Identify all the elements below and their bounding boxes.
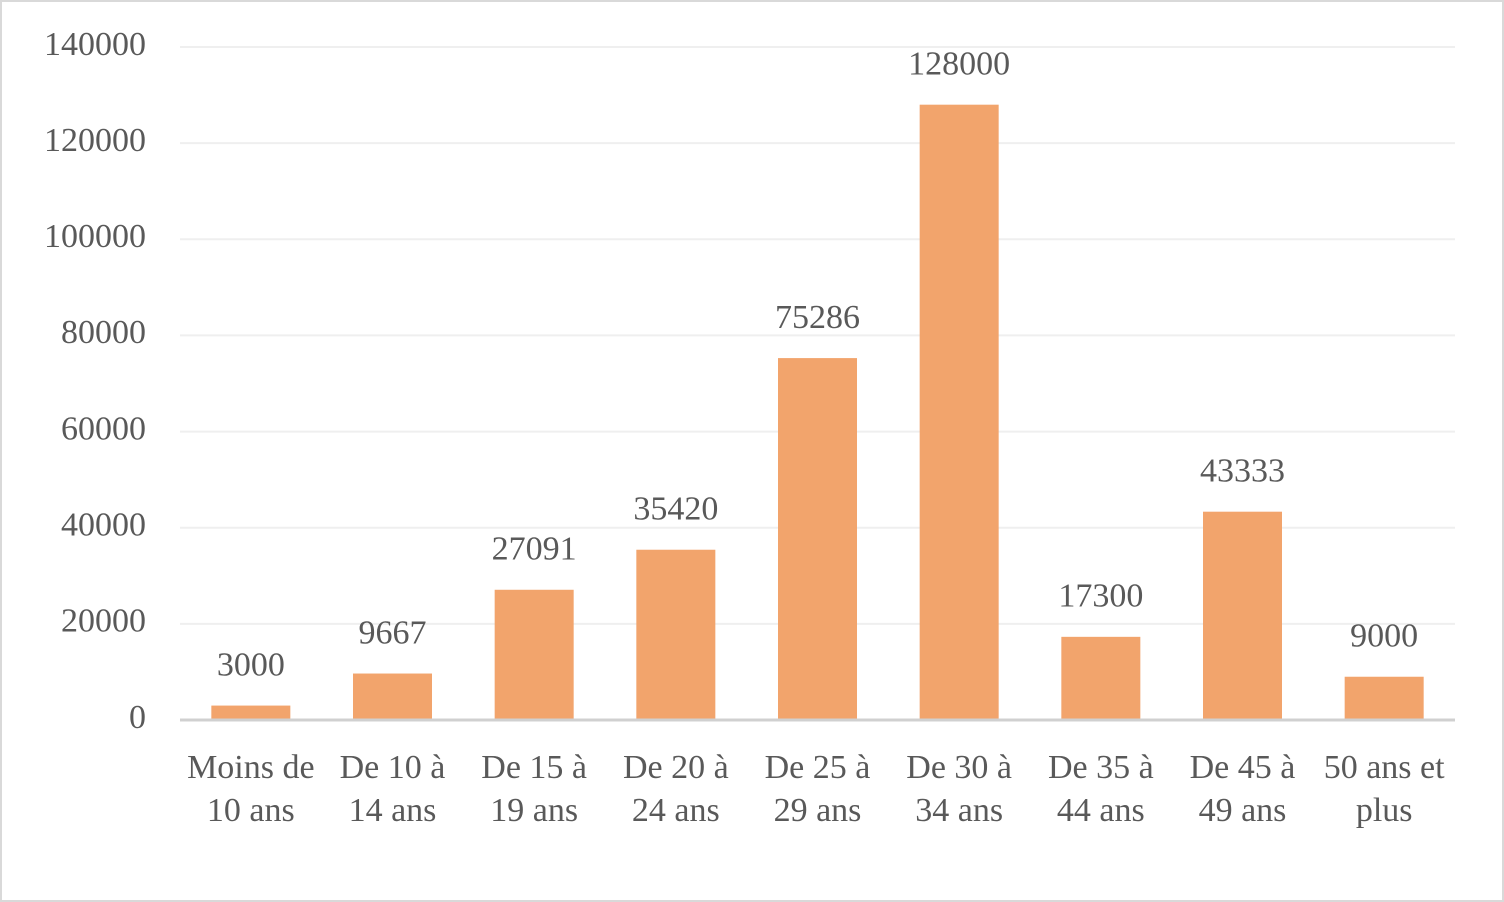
y-tick-label: 80000 (61, 314, 146, 351)
x-tick-label: De 15 à 19 ans (481, 749, 588, 829)
bar (494, 589, 574, 720)
y-tick-label: 140000 (44, 26, 146, 63)
y-tick-label: 0 (129, 699, 146, 736)
y-tick-label: 100000 (44, 218, 146, 255)
data-label: 9000 (1350, 618, 1418, 655)
bar (1061, 636, 1141, 720)
data-label: 9667 (359, 614, 427, 651)
y-tick-label: 120000 (44, 122, 146, 159)
bar (1344, 676, 1424, 720)
bar (211, 705, 291, 720)
bar (778, 358, 857, 720)
y-tick-label: 40000 (61, 507, 146, 544)
x-tick-label: De 10 à 14 ans (339, 749, 446, 829)
data-label: 43333 (1200, 452, 1285, 489)
data-label: 3000 (217, 646, 285, 683)
x-tick-label: De 20 à 24 ans (622, 749, 729, 829)
data-label: 75286 (775, 299, 860, 336)
x-tick-label: De 35 à 44 ans (1047, 749, 1154, 829)
y-tick-label: 60000 (61, 410, 146, 447)
x-tick-label: De 30 à 34 ans (906, 749, 1013, 829)
bar (353, 673, 432, 720)
x-tick-label: De 45 à 49 ans (1189, 749, 1296, 829)
x-tick-label: De 25 à 29 ans (764, 749, 871, 829)
data-label: 17300 (1058, 578, 1143, 615)
y-tick-label: 20000 (61, 603, 146, 640)
x-tick-label: 50 ans et plus (1323, 749, 1445, 829)
x-tick-label: Moins de 10 ans (187, 749, 315, 829)
data-label: 35420 (633, 491, 718, 528)
data-label: 128000 (908, 45, 1010, 82)
bar (919, 104, 999, 720)
bar (1203, 511, 1282, 720)
bar (636, 549, 716, 720)
data-label: 27091 (492, 531, 577, 568)
